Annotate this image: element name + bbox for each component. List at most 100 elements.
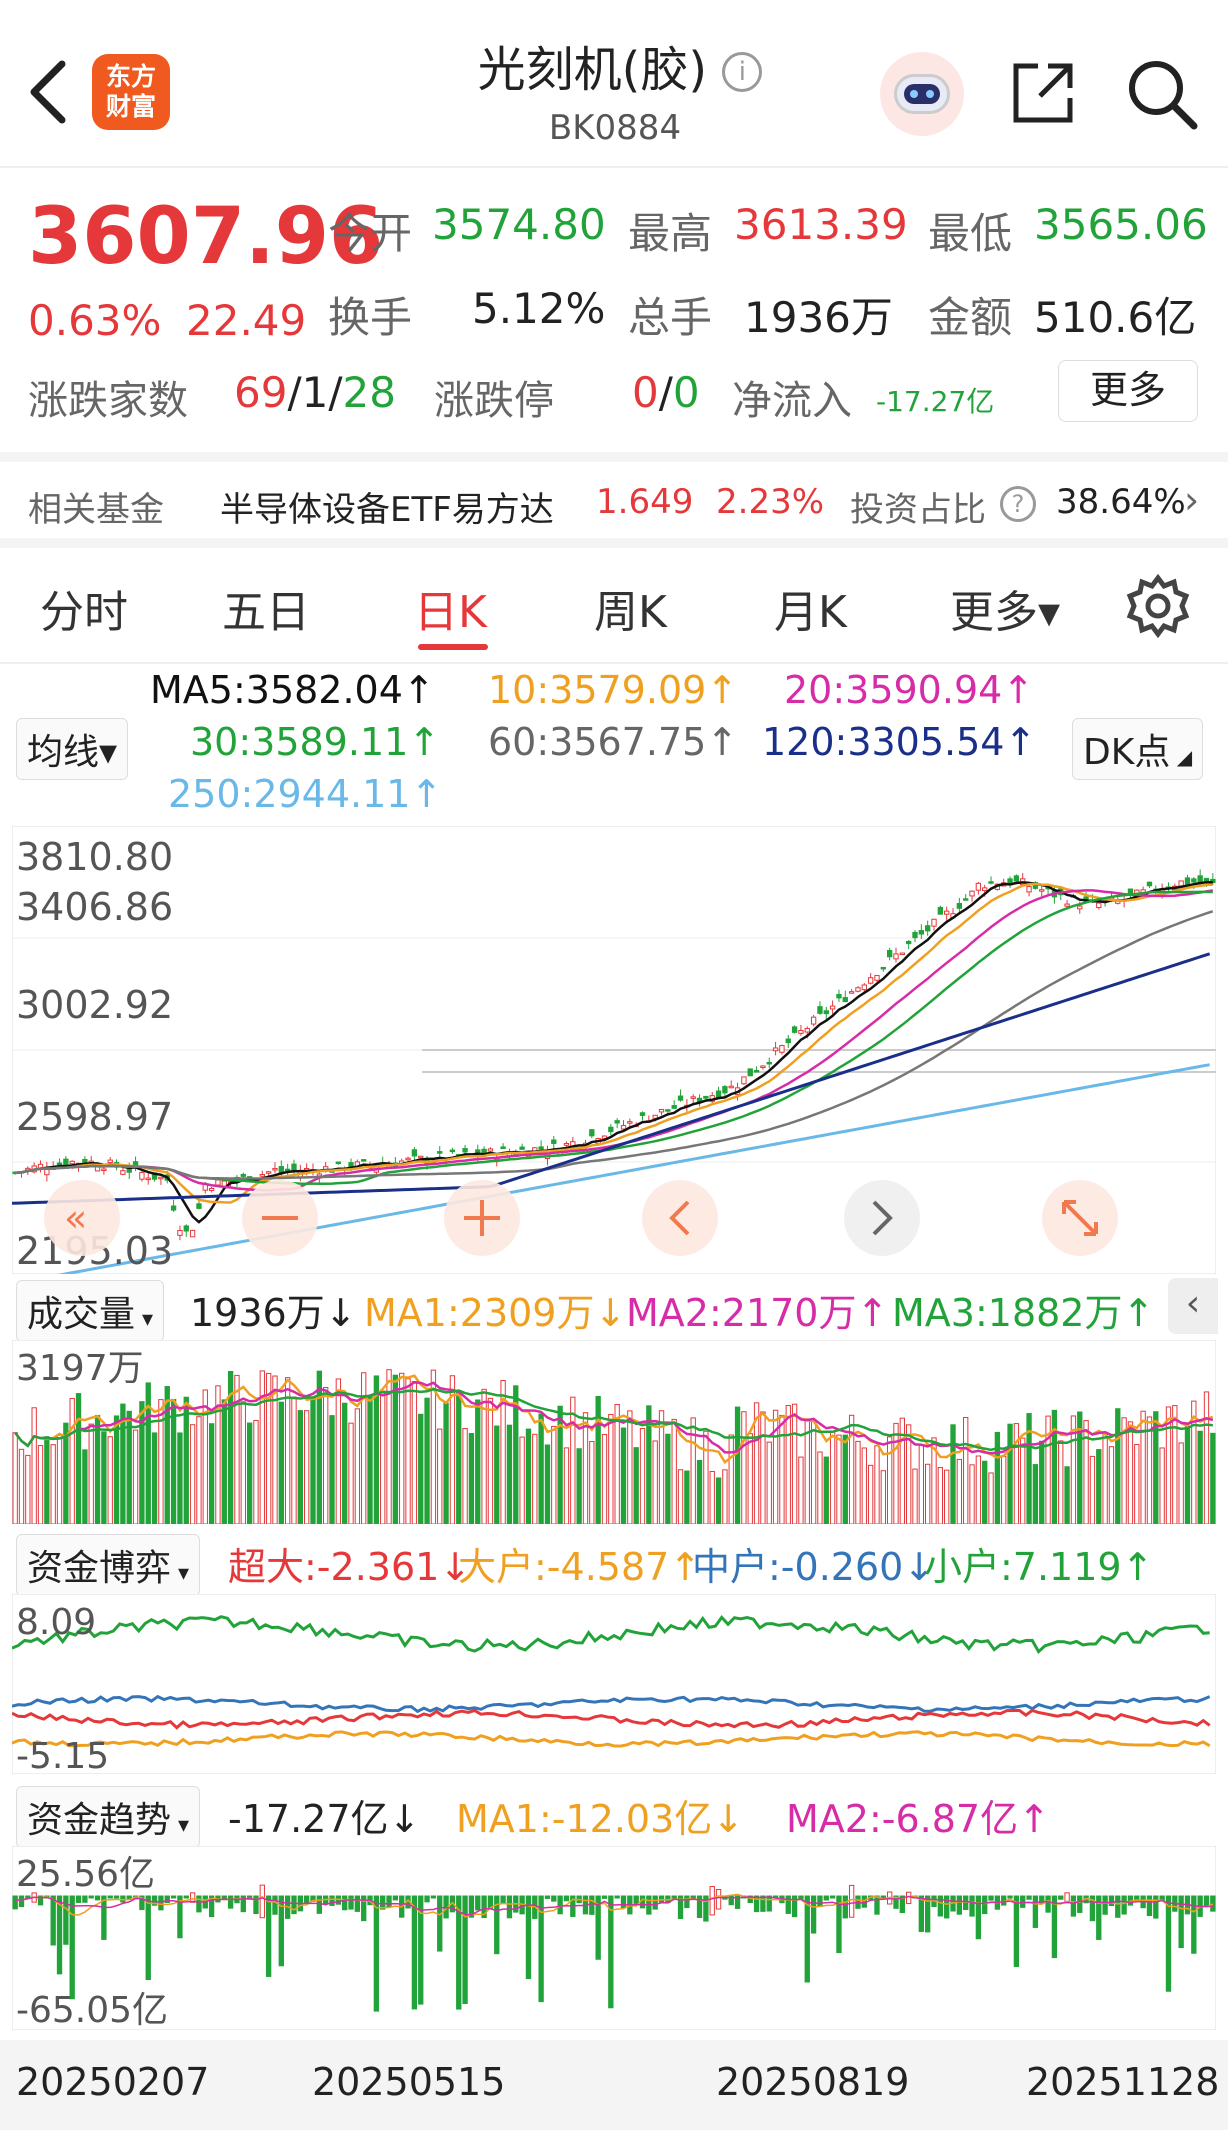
volume-bar [75, 1393, 82, 1524]
volume-bar [487, 1397, 494, 1524]
y-label-1: 3810.80 [16, 835, 173, 879]
candle-body [94, 1166, 101, 1172]
trend-bar [557, 1895, 563, 1915]
trend-bar [703, 1895, 709, 1922]
trend-select-dropdown[interactable]: 资金趋势 ▾ [16, 1786, 201, 1848]
tab-more[interactable]: 更多▾ [950, 587, 1061, 638]
help-icon[interactable]: ? [1000, 486, 1036, 522]
candle-body [912, 931, 918, 939]
volume-bar [601, 1433, 608, 1524]
tab-monthly-k[interactable]: 月K [774, 587, 847, 638]
volume-chart[interactable]: 3197万 [12, 1340, 1216, 1524]
low-label: 最低 [928, 209, 1013, 258]
candle-body [589, 1129, 595, 1137]
volume-bar [925, 1463, 931, 1524]
kline-chart[interactable]: 3810.80 3406.86 3002.92 2598.97 2195.03 … [12, 826, 1216, 1274]
trend-y-bottom: -65.05亿 [16, 1990, 168, 2030]
volume-bar [88, 1423, 94, 1524]
volume-bar [1083, 1420, 1089, 1524]
chevron-right-icon[interactable]: › [1184, 478, 1200, 522]
volume-select-dropdown[interactable]: 成交量 ▾ [16, 1280, 165, 1342]
candle-body [658, 1108, 665, 1113]
volume-bar [1178, 1442, 1184, 1524]
capital-trend-chart[interactable]: 25.56亿 -65.05亿 [12, 1846, 1216, 2030]
step-forward-button[interactable] [844, 1180, 920, 1256]
capital-game-chart[interactable]: 8.09 -5.15 [12, 1594, 1216, 1774]
trend-bar [684, 1895, 690, 1909]
updown-label: 涨跌家数 [28, 378, 188, 424]
volume-bar [1115, 1408, 1121, 1524]
tab-minute[interactable]: 分时 [40, 587, 128, 638]
trend-bar [272, 1895, 278, 1915]
volume-bar [551, 1425, 557, 1524]
volume-bar [221, 1399, 227, 1524]
robot-avatar-icon[interactable] [880, 52, 964, 136]
related-fund-bar[interactable]: 相关基金 半导体设备ETF易方达 1.649 2.23% 投资占比 ? 38.6… [0, 452, 1228, 548]
ma30-value: 30:3589.11↑ [190, 720, 441, 764]
volume-bar [506, 1424, 513, 1524]
candle-body [652, 1114, 658, 1119]
ma-select-dropdown[interactable]: 均线▾ [16, 718, 129, 780]
info-icon[interactable]: i [722, 52, 763, 92]
tab-daily-k[interactable]: 日K [414, 587, 487, 638]
candle-body [538, 1146, 544, 1150]
candle-body [937, 906, 944, 915]
trend-bar [969, 1895, 975, 1917]
app-logo: 东方 财富 [92, 54, 170, 130]
fund-name[interactable]: 半导体设备ETF易方达 [220, 490, 554, 530]
settings-gear-icon[interactable] [1126, 574, 1190, 638]
candle-body [975, 882, 982, 891]
ma10-value: 10:3579.09↑ [488, 668, 739, 712]
back-icon[interactable] [24, 58, 70, 126]
fund-price: 1.649 [596, 482, 694, 522]
step-back-button[interactable] [642, 1180, 718, 1256]
volume-bar [18, 1448, 25, 1524]
search-icon[interactable] [1124, 56, 1200, 132]
trend-bar [829, 1895, 836, 1899]
trend-bar [785, 1895, 791, 1914]
volume-bar [538, 1413, 544, 1524]
volume-bar [101, 1431, 107, 1524]
tab-weekly-k[interactable]: 周K [594, 587, 667, 638]
volume-bar [139, 1401, 145, 1524]
tab-five-day[interactable]: 五日 [222, 587, 310, 638]
volume-bar [170, 1398, 177, 1524]
capital-select-dropdown[interactable]: 资金博弈 ▾ [16, 1534, 201, 1596]
volume-bar [557, 1405, 563, 1524]
trend-bar [988, 1895, 994, 1901]
trend-bar [113, 1895, 120, 1899]
trend-bar [1020, 1895, 1026, 1908]
candle-body [361, 1159, 367, 1162]
volume-bar [513, 1385, 519, 1524]
volume-bar [361, 1372, 367, 1524]
volume-bar [1039, 1440, 1045, 1524]
candle-body [418, 1155, 424, 1159]
ma20-value: 20:3590.94↑ [784, 668, 1035, 712]
trend-bar [1045, 1895, 1051, 1913]
candle-body [969, 890, 975, 897]
share-icon[interactable] [1008, 58, 1078, 128]
trend-bar [386, 1895, 392, 1908]
trend-bar [1134, 1895, 1140, 1901]
trend-bar [63, 1895, 69, 1945]
volume-bar [284, 1377, 291, 1524]
date-tick-4: 20251128 [1026, 2060, 1220, 2104]
volume-bar [265, 1372, 272, 1524]
ma250-value: 250:2944.11↑ [168, 772, 443, 816]
trend-bar [189, 1892, 196, 1903]
volume-bar [722, 1469, 728, 1524]
volume-bar [335, 1378, 342, 1524]
trend-bar [253, 1895, 259, 1915]
volume-bar [1203, 1391, 1210, 1524]
collapse-panel-button[interactable]: ‹ [1168, 1278, 1218, 1334]
volume-bar [1001, 1455, 1007, 1524]
volume-bar [747, 1433, 753, 1524]
fast-backward-button[interactable] [44, 1180, 120, 1256]
trend-bar [196, 1895, 202, 1913]
dk-point-button[interactable]: DK点 ◢ [1072, 718, 1204, 780]
candle-body [988, 881, 994, 884]
volume-bar [893, 1422, 899, 1524]
stock-code: BK0884 [548, 108, 682, 148]
more-button[interactable]: 更多 [1058, 360, 1198, 422]
trend-bar [227, 1895, 234, 1909]
